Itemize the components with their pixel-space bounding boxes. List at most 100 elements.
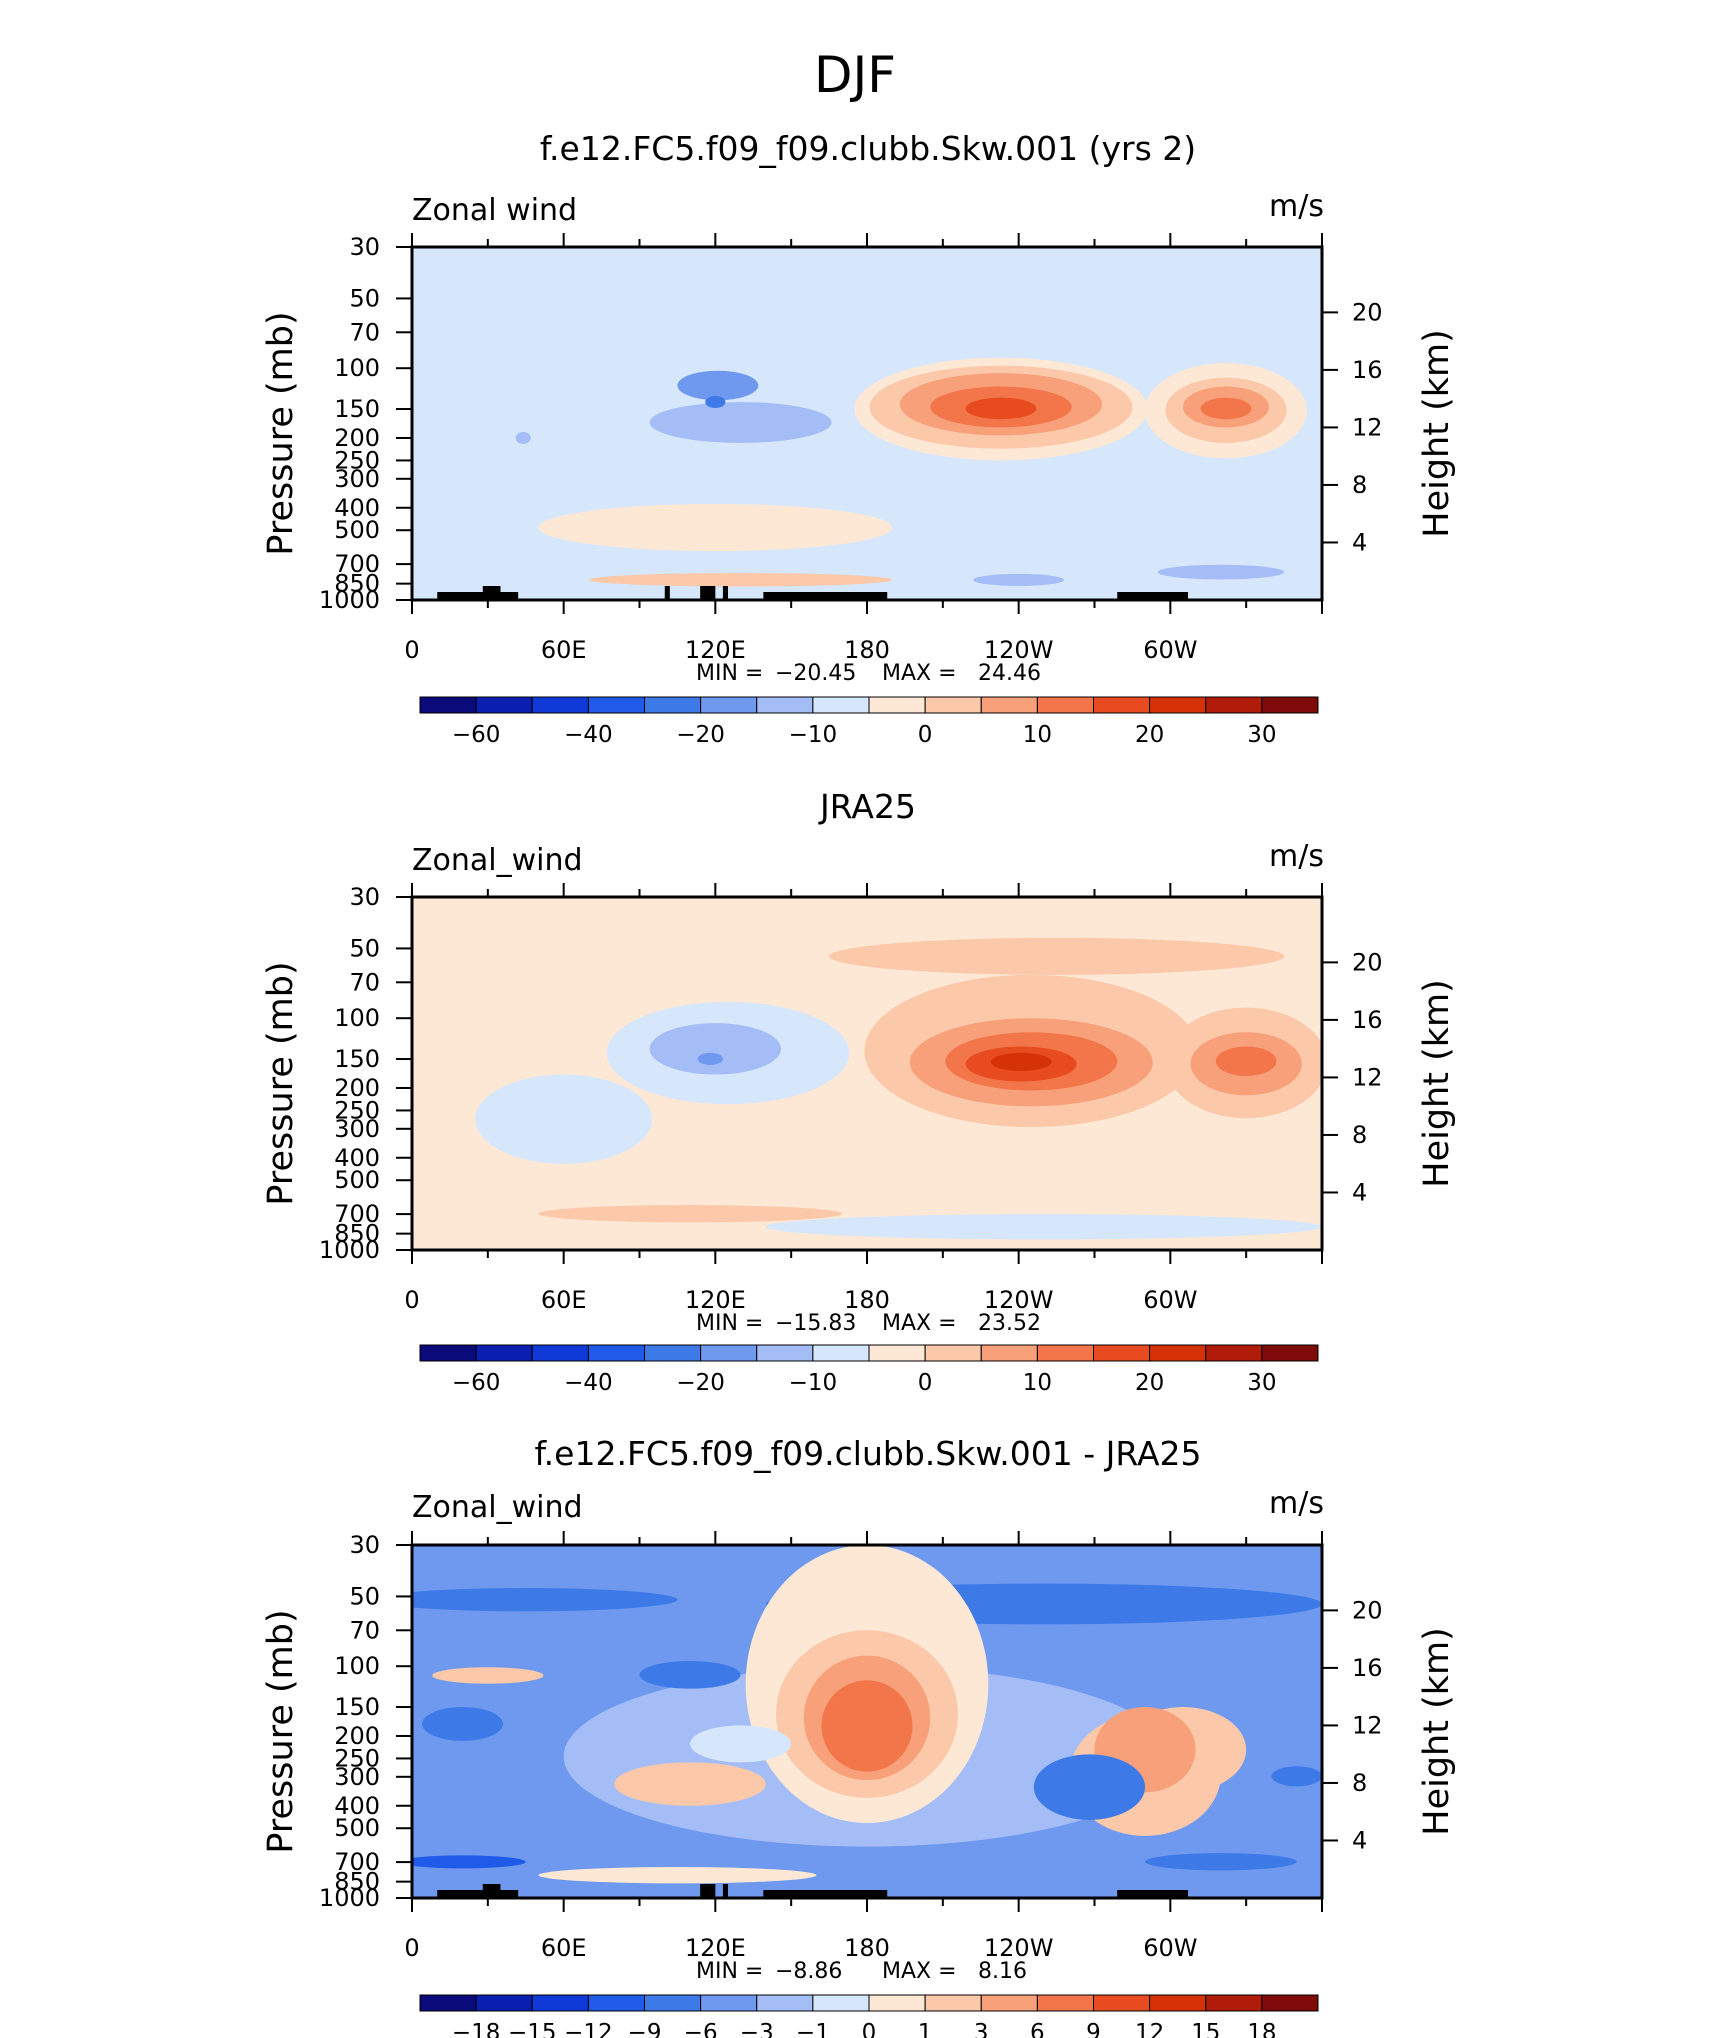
land-mask <box>482 1884 501 1898</box>
y-axis-title: Pressure (mb) <box>261 1609 301 1853</box>
contour-region <box>1145 1853 1297 1871</box>
contour-region <box>677 370 759 401</box>
colorbar-label: 15 <box>1191 2020 1220 2038</box>
y-right-tick-label: 8 <box>1352 1769 1367 1797</box>
y-right-tick-label: 12 <box>1352 413 1383 441</box>
x-tick-label: 60E <box>541 1286 587 1314</box>
colorbar-box <box>756 696 814 714</box>
land-mask <box>700 586 716 600</box>
colorbar-box <box>756 1994 814 2012</box>
y-axis-title: Pressure (mb) <box>261 961 301 1205</box>
x-tick-label: 180 <box>844 636 890 664</box>
colorbar-box <box>587 696 645 714</box>
colorbar-label: −20 <box>676 722 725 748</box>
panel-title: f.e12.FC5.f09_f09.clubb.Skw.001 - JRA25 <box>534 1434 1201 1473</box>
y-right-tick-label: 16 <box>1352 1654 1383 1682</box>
y-right-axis-title: Height (km) <box>1417 329 1457 538</box>
colorbar-label: 18 <box>1247 2020 1276 2038</box>
y-tick-label: 850 <box>334 1868 380 1896</box>
y-right-tick-label: 12 <box>1352 1711 1383 1739</box>
y-tick-label: 100 <box>334 1004 380 1032</box>
min-label: MIN = <box>696 1959 763 1984</box>
colorbar-box <box>1205 696 1263 714</box>
colorbar-box <box>1205 1344 1263 1362</box>
colorbar-box <box>1093 1994 1151 2012</box>
x-tick-label: 60W <box>1143 1286 1197 1314</box>
x-tick-label: 60W <box>1143 1934 1197 1962</box>
colorbar-label: 30 <box>1247 722 1276 748</box>
y-tick-label: 850 <box>334 570 380 598</box>
colorbar-box <box>1261 1994 1319 2012</box>
colorbar-label: −1 <box>796 2020 830 2038</box>
colorbar-box <box>980 1994 1038 2012</box>
colorbar-box <box>419 1994 477 2012</box>
max-label: MAX = <box>882 1959 957 1984</box>
contour-region <box>639 1661 741 1689</box>
y-axis-title: Pressure (mb) <box>261 311 301 555</box>
y-tick-label: 30 <box>349 1531 380 1559</box>
contour-region <box>1271 1766 1322 1787</box>
colorbar-box <box>812 1994 870 2012</box>
y-right-tick-label: 20 <box>1352 1596 1383 1624</box>
y-right-tick-label: 4 <box>1352 528 1367 556</box>
y-tick-label: 700 <box>334 550 380 578</box>
x-tick-label: 0 <box>404 636 419 664</box>
colorbar-box <box>924 1344 982 1362</box>
contour-region <box>649 1023 782 1075</box>
variable-label: Zonal_wind <box>412 843 583 878</box>
y-tick-label: 300 <box>334 465 380 493</box>
x-tick-label: 180 <box>844 1286 890 1314</box>
land-mask <box>763 592 888 600</box>
contour-region <box>1200 397 1252 420</box>
x-tick-label: 60W <box>1143 636 1197 664</box>
x-tick-label: 60E <box>541 1934 587 1962</box>
colorbar-label: 0 <box>862 2020 877 2038</box>
y-tick-label: 250 <box>334 1096 380 1124</box>
contour-region <box>538 1867 817 1884</box>
x-tick-label: 180 <box>844 1934 890 1962</box>
y-tick-label: 50 <box>349 934 380 962</box>
colorbar-label: −10 <box>789 722 838 748</box>
colorbar-box <box>868 696 926 714</box>
y-tick-label: 50 <box>349 1582 380 1610</box>
x-tick-label: 0 <box>404 1286 419 1314</box>
colorbar-box <box>1205 1994 1263 2012</box>
y-right-tick-label: 4 <box>1352 1826 1367 1854</box>
min-label: MIN = <box>696 661 763 686</box>
y-tick-label: 150 <box>334 1693 380 1721</box>
y-tick-label: 200 <box>334 424 380 452</box>
max-value: 8.16 <box>978 1959 1027 1984</box>
y-tick-label: 250 <box>334 1744 380 1772</box>
y-tick-label: 70 <box>349 1616 380 1644</box>
colorbar-box <box>980 1344 1038 1362</box>
colorbar-box <box>868 1994 926 2012</box>
contour-region <box>475 1074 653 1164</box>
units-label: m/s <box>1269 1486 1324 1521</box>
contour-region <box>765 1214 1322 1240</box>
y-right-axis-title: Height (km) <box>1417 1627 1457 1836</box>
contour-region <box>690 1725 792 1763</box>
min-value: −15.83 <box>775 1311 856 1336</box>
x-tick-label: 60E <box>541 636 587 664</box>
land-mask <box>437 1890 519 1898</box>
contour-region <box>588 573 893 587</box>
x-tick-label: 0 <box>404 1934 419 1962</box>
colorbar-label: 3 <box>974 2020 989 2038</box>
y-tick-label: 700 <box>334 1848 380 1876</box>
plot-area <box>412 247 1322 600</box>
y-right-tick-label: 12 <box>1352 1063 1383 1091</box>
min-value: −20.45 <box>775 661 856 686</box>
colorbar-label: −15 <box>508 2020 557 2038</box>
colorbar-box <box>1261 1344 1319 1362</box>
colorbar-box <box>475 1994 533 2012</box>
x-tick-label: 120W <box>984 1934 1054 1962</box>
colorbar: −60 −40 −20 −10 0 10 20 30 <box>419 696 1319 748</box>
x-tick-label: 120W <box>984 1286 1054 1314</box>
colorbar-box <box>419 696 477 714</box>
land-mask <box>1117 592 1189 600</box>
y-tick-label: 400 <box>334 1792 380 1820</box>
y-tick-label: 400 <box>334 494 380 522</box>
plot-area <box>412 897 1322 1250</box>
y-tick-label: 1000 <box>319 1884 380 1912</box>
y-right-tick-label: 8 <box>1352 471 1367 499</box>
